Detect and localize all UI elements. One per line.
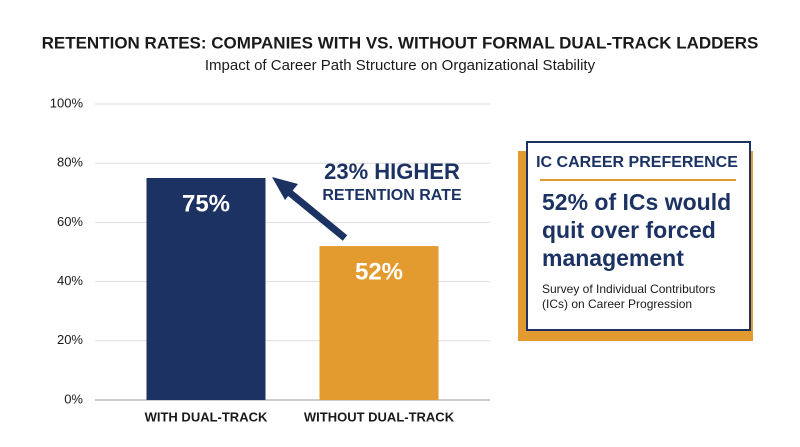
chart-subtitle: Impact of Career Path Structure on Organ… (205, 57, 596, 74)
x-tick-label: WITHOUT DUAL-TRACK (304, 409, 455, 424)
annotation: 23% HIGHER (324, 159, 460, 184)
callout-statement: quit over forced (542, 217, 716, 243)
y-tick-label: 0% (64, 391, 83, 406)
y-tick-label: 80% (57, 155, 83, 170)
x-tick-label: WITH DUAL-TRACK (145, 409, 268, 424)
chart-title: RETENTION RATES: COMPANIES WITH VS. WITH… (42, 33, 759, 52)
data-label: 75% (182, 190, 230, 217)
bar (146, 178, 266, 400)
callout-statement: 52% of ICs would (542, 189, 731, 215)
callout-source: (ICs) on Career Progression (542, 297, 692, 311)
callout-source: Survey of Individual Contributors (542, 282, 715, 296)
bar (319, 246, 439, 400)
callout-box (526, 141, 751, 331)
y-tick-label: 40% (57, 273, 83, 288)
callout-heading: IC CAREER PREFERENCE (536, 154, 738, 171)
callout-statement: management (542, 245, 684, 271)
arrow-head (272, 177, 298, 200)
data-label: 52% (355, 258, 403, 285)
y-tick-label: 20% (57, 332, 83, 347)
arrow-shaft (281, 185, 348, 241)
y-tick-label: 100% (50, 95, 84, 110)
y-tick-label: 60% (57, 214, 83, 229)
plot: 0% 20% 40% 60% 80% 100% WITH DUAL-TRACK 75% WITH… (50, 95, 490, 424)
annotation: RETENTION RATE (322, 187, 462, 204)
